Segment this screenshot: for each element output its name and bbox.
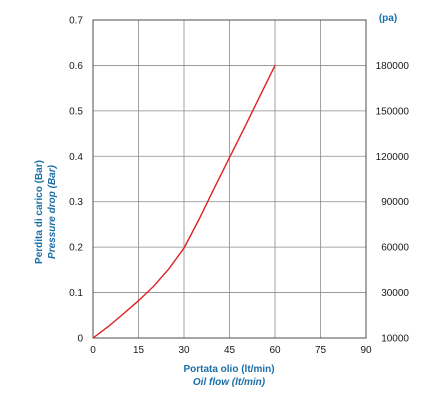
y2-tick-label: 30000 (381, 288, 409, 299)
y2-tick-label: 90000 (381, 197, 409, 208)
y-tick-label: 0.3 (69, 197, 83, 208)
y2-tick-label: 150000 (376, 106, 410, 117)
series-line (92, 65, 276, 339)
y-axis-label-english: Pressure drop (Bar) (47, 164, 58, 259)
grid-lines (93, 20, 366, 338)
y2-tick-label: 10000 (381, 334, 409, 345)
plot-frame (92, 19, 367, 339)
x-tick-label: 15 (133, 345, 145, 356)
y2-tick-label: 180000 (376, 61, 410, 72)
y-tick-label: 0.2 (69, 243, 83, 254)
y-tick-label: 0.6 (69, 61, 83, 72)
x-tick-label: 0 (90, 345, 96, 356)
y2-unit-label: (pa) (379, 13, 397, 24)
y-tick-labels: 0 0.1 0.2 0.3 0.4 0.5 0.6 0.7 (69, 16, 83, 345)
x-axis-label-english: Oil flow (lt/min) (193, 377, 266, 388)
x-axis-label: Portata olio (lt/min) (183, 364, 274, 375)
y2-tick-labels: 10000 30000 60000 90000 120000 150000 180000 (376, 61, 410, 345)
y2-tick-label: 120000 (376, 152, 410, 163)
x-tick-label: 75 (315, 345, 327, 356)
y-tick-label: 0.5 (69, 106, 83, 117)
x-tick-label: 90 (360, 345, 372, 356)
x-tick-label: 45 (224, 345, 236, 356)
y2-tick-label: 60000 (381, 243, 409, 254)
y-axis-label: Perdita di carico (Bar) (34, 160, 45, 264)
y-tick-label: 0 (77, 334, 83, 345)
x-tick-labels: 0 15 30 45 60 75 90 (90, 345, 372, 356)
x-tick-label: 60 (269, 345, 281, 356)
y-tick-label: 0.4 (69, 152, 83, 163)
y-tick-label: 0.1 (69, 288, 83, 299)
x-tick-label: 30 (178, 345, 190, 356)
y-tick-label: 0.7 (69, 16, 83, 27)
